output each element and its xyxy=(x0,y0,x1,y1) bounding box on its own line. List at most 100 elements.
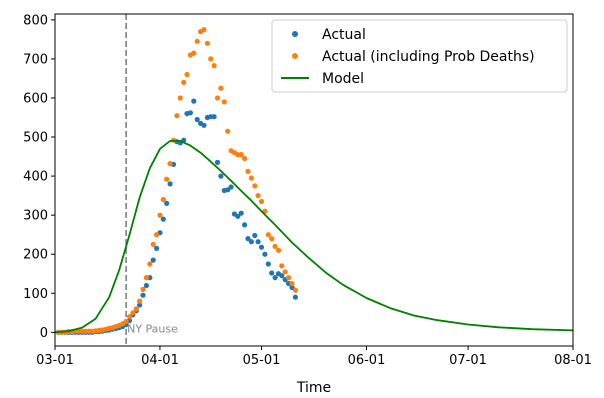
x-tick-label: 07-01 xyxy=(449,353,487,368)
data-point xyxy=(279,273,285,279)
y-tick-label: 800 xyxy=(23,13,48,28)
data-point xyxy=(191,98,197,104)
y-tick-label: 0 xyxy=(40,326,48,341)
data-point xyxy=(265,261,271,267)
legend-marker-actual xyxy=(292,31,298,37)
data-point xyxy=(269,270,275,276)
legend-label-actual-prob: Actual (including Prob Deaths) xyxy=(322,49,535,65)
data-point xyxy=(187,110,193,116)
data-point xyxy=(221,99,227,105)
data-point xyxy=(245,236,251,242)
data-point xyxy=(208,56,214,62)
data-point xyxy=(184,71,190,78)
data-point xyxy=(164,176,170,182)
data-point xyxy=(214,95,221,101)
data-point xyxy=(150,241,156,247)
x-tick-label: 04-01 xyxy=(141,353,179,368)
data-point xyxy=(130,310,136,316)
legend-marker-actual-prob xyxy=(292,53,298,59)
data-point xyxy=(228,184,234,190)
data-point xyxy=(154,245,160,251)
data-point xyxy=(160,196,166,203)
model-curve xyxy=(54,139,574,334)
data-point xyxy=(265,232,271,238)
data-point xyxy=(238,210,244,216)
data-point xyxy=(225,128,231,134)
y-tick-label: 300 xyxy=(23,209,48,224)
data-point xyxy=(201,122,207,128)
data-point xyxy=(238,152,244,158)
data-point xyxy=(133,306,139,312)
data-point xyxy=(143,275,149,281)
data-point xyxy=(292,287,298,293)
x-tick-label: 05-01 xyxy=(243,353,281,368)
data-point xyxy=(140,286,146,292)
data-point xyxy=(174,113,180,119)
data-point xyxy=(154,232,160,238)
data-point xyxy=(282,269,288,275)
data-point xyxy=(242,155,248,162)
data-point xyxy=(286,275,292,281)
data-point xyxy=(137,298,143,304)
data-point xyxy=(164,200,170,206)
legend-label-actual: Actual xyxy=(322,27,366,43)
y-tick-label: 200 xyxy=(23,248,48,263)
plot-area xyxy=(54,14,574,346)
data-point xyxy=(279,263,285,269)
data-point xyxy=(252,183,258,189)
legend-label-model: Model xyxy=(322,71,364,87)
data-point xyxy=(289,280,295,287)
series-0 xyxy=(55,98,298,335)
data-point xyxy=(140,292,146,298)
data-point xyxy=(242,222,248,228)
axes-frame xyxy=(54,13,574,347)
data-point xyxy=(262,251,268,257)
data-point xyxy=(211,63,217,69)
data-point xyxy=(143,282,149,289)
y-tick-label: 100 xyxy=(23,287,48,302)
x-tick-label: 08-01 xyxy=(554,353,592,368)
data-point xyxy=(177,95,183,101)
data-point xyxy=(126,314,133,320)
data-point xyxy=(248,239,254,245)
data-point xyxy=(211,114,217,120)
data-point xyxy=(181,79,187,85)
x-tick-label: 03-01 xyxy=(36,353,74,368)
data-point xyxy=(160,216,166,222)
data-point xyxy=(167,161,173,167)
data-point xyxy=(272,243,278,249)
data-point xyxy=(147,261,153,267)
data-point xyxy=(194,116,200,123)
data-point xyxy=(292,294,298,300)
data-point xyxy=(269,236,275,242)
data-point xyxy=(275,247,282,253)
y-tick-label: 700 xyxy=(23,52,48,67)
x-axis-label: Time xyxy=(296,380,331,396)
y-axis: 0 100 200 300 400 500 600 700 800 xyxy=(23,13,55,341)
data-point xyxy=(191,50,197,56)
data-point xyxy=(167,181,173,187)
data-point xyxy=(123,318,129,324)
data-point xyxy=(204,40,210,46)
data-point xyxy=(258,244,265,250)
data-point xyxy=(137,302,143,308)
data-point xyxy=(214,159,221,165)
data-point xyxy=(218,85,224,91)
data-point xyxy=(218,173,224,179)
y-tick-label: 500 xyxy=(23,131,48,146)
data-point xyxy=(157,212,163,218)
data-point xyxy=(194,38,200,44)
data-point xyxy=(248,175,254,181)
x-tick-label: 06-01 xyxy=(348,353,386,368)
x-axis: 03-01 04-01 05-01 06-01 07-01 08-01 xyxy=(36,346,592,368)
data-point xyxy=(201,27,207,33)
series-1 xyxy=(55,27,298,335)
legend: Actual Actual (including Prob Deaths) Mo… xyxy=(271,19,568,93)
data-point xyxy=(255,239,261,245)
series-2 xyxy=(54,139,574,334)
data-point xyxy=(245,168,251,174)
data-point xyxy=(235,213,241,219)
data-point xyxy=(150,257,156,263)
data-point xyxy=(252,232,258,239)
